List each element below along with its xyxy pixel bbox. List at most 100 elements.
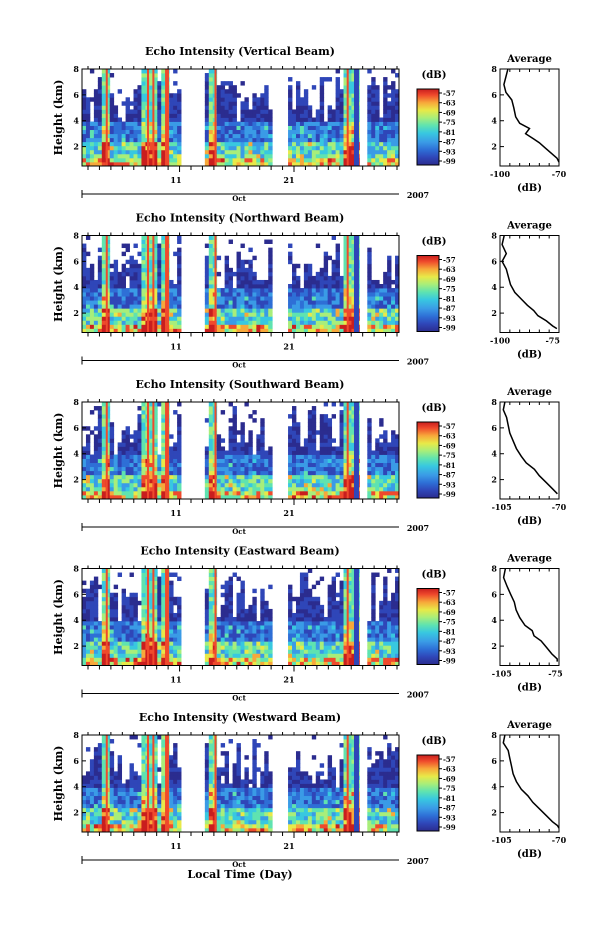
heatmap-cell: [307, 153, 313, 159]
heatmap-cell: [256, 308, 261, 313]
heatmap-cell: [149, 267, 154, 273]
heatmap-cell: [228, 438, 233, 443]
heatmap-cell: [240, 482, 245, 488]
heatmap-cell: [173, 617, 178, 622]
heatmap-cell: [224, 141, 230, 147]
heatmap-cell: [295, 93, 301, 98]
heatmap-cell: [303, 137, 309, 143]
heatmap-cell: [82, 446, 87, 451]
heatmap-cell: [109, 490, 115, 496]
heatmap-cell: [216, 486, 222, 492]
heatmap-cell: [133, 97, 138, 102]
heatmap-cell: [236, 316, 241, 321]
heatmap-cell: [173, 490, 178, 496]
heatmap-cell: [268, 284, 273, 289]
heatmap-cell: [129, 101, 134, 106]
colorbar-tick-label: -57: [443, 89, 456, 98]
heatmap-cell: [204, 288, 210, 293]
heatmap-cell: [343, 434, 348, 439]
heatmap-cell: [113, 263, 119, 269]
heatmap-cell: [288, 93, 293, 98]
heatmap-cell: [347, 402, 352, 407]
heatmap-cell: [109, 430, 115, 435]
heatmap-cell: [295, 438, 301, 443]
heatmap-cell: [288, 85, 293, 90]
heatmap-cell: [101, 296, 107, 301]
heatmap-cell: [137, 645, 142, 650]
heatmap-cell: [391, 145, 396, 151]
heatmap-cell: [256, 454, 261, 459]
heatmap-cell: [395, 275, 400, 281]
heatmap-cell: [121, 288, 126, 293]
heatmap-cell: [323, 161, 329, 167]
heatmap-cell: [161, 482, 166, 488]
heatmap-cell: [236, 458, 241, 464]
heatmap-cell: [133, 300, 138, 305]
heatmap-cell: [387, 113, 392, 118]
heatmap-cell: [89, 612, 95, 618]
heatmap-cell: [153, 145, 158, 151]
heatmap-cell: [383, 494, 388, 500]
heatmap-cell: [137, 133, 142, 139]
heatmap-cell: [149, 133, 154, 139]
heatmap-cell: [216, 89, 222, 94]
heatmap-cell: [367, 145, 372, 151]
heatmap-cell: [252, 649, 257, 654]
heatmap-cell: [141, 657, 146, 662]
colorbar: [416, 421, 440, 499]
heatmap-cell: [371, 308, 376, 313]
heatmap-cell: [121, 149, 126, 155]
heatmap-cell: [161, 279, 166, 285]
heatmap-cell: [121, 316, 126, 321]
heatmap-cell: [105, 608, 111, 614]
heatmap-cell: [129, 133, 134, 139]
heatmap-cell: [177, 251, 182, 257]
heatmap-cell: [82, 109, 87, 114]
spike-line: [152, 402, 155, 499]
heatmap-cell: [93, 625, 99, 630]
heatmap-cell: [129, 617, 134, 622]
heatmap-cell: [319, 93, 325, 98]
heatmap-cell: [303, 157, 309, 163]
heatmap-cell: [351, 113, 356, 118]
x-tick-label: 21: [283, 175, 294, 185]
heatmap-cell: [375, 109, 380, 114]
heatmap-cell: [129, 645, 134, 650]
heatmap-cell: [228, 600, 233, 606]
heatmap-cell: [351, 141, 356, 147]
heatmap-cell: [133, 466, 138, 472]
heatmap-cell: [101, 292, 107, 297]
heatmap-cell: [101, 324, 107, 329]
heatmap-cell: [204, 133, 210, 139]
heatmap-cell: [248, 109, 253, 114]
heatmap-cell: [288, 149, 293, 155]
heatmap-cell: [85, 478, 91, 484]
heatmap-cell: [177, 117, 182, 122]
heatmap-cell: [169, 450, 174, 455]
heatmap-cell: [216, 312, 222, 317]
heatmap-cell: [133, 490, 138, 496]
heatmap-cell: [347, 410, 352, 415]
heatmap-cell: [343, 81, 348, 86]
heatmap-cell: [327, 279, 333, 285]
heatmap-cell: [208, 247, 214, 253]
heatmap-cell: [232, 161, 237, 167]
heatmap-cell: [161, 296, 166, 301]
heatmap-cell: [335, 243, 340, 249]
heatmap-cell: [331, 316, 336, 321]
heatmap-cell: [93, 580, 99, 586]
heatmap-cell: [149, 442, 154, 447]
heatmap-cell: [204, 93, 210, 98]
heatmap-cell: [89, 633, 95, 638]
heatmap-cell: [82, 596, 87, 602]
profile-y-tick-label: 2: [491, 308, 497, 318]
heatmap-cell: [208, 271, 214, 277]
heatmap-cell: [343, 438, 348, 443]
heatmap-cell: [208, 296, 214, 301]
colorbar-tick-label: -57: [443, 256, 456, 265]
heatmap-cell: [125, 243, 130, 249]
heatmap-cell: [240, 454, 245, 459]
heatmap-cell: [177, 430, 182, 435]
heatmap-cell: [89, 320, 95, 325]
heatmap-cell: [82, 288, 87, 293]
